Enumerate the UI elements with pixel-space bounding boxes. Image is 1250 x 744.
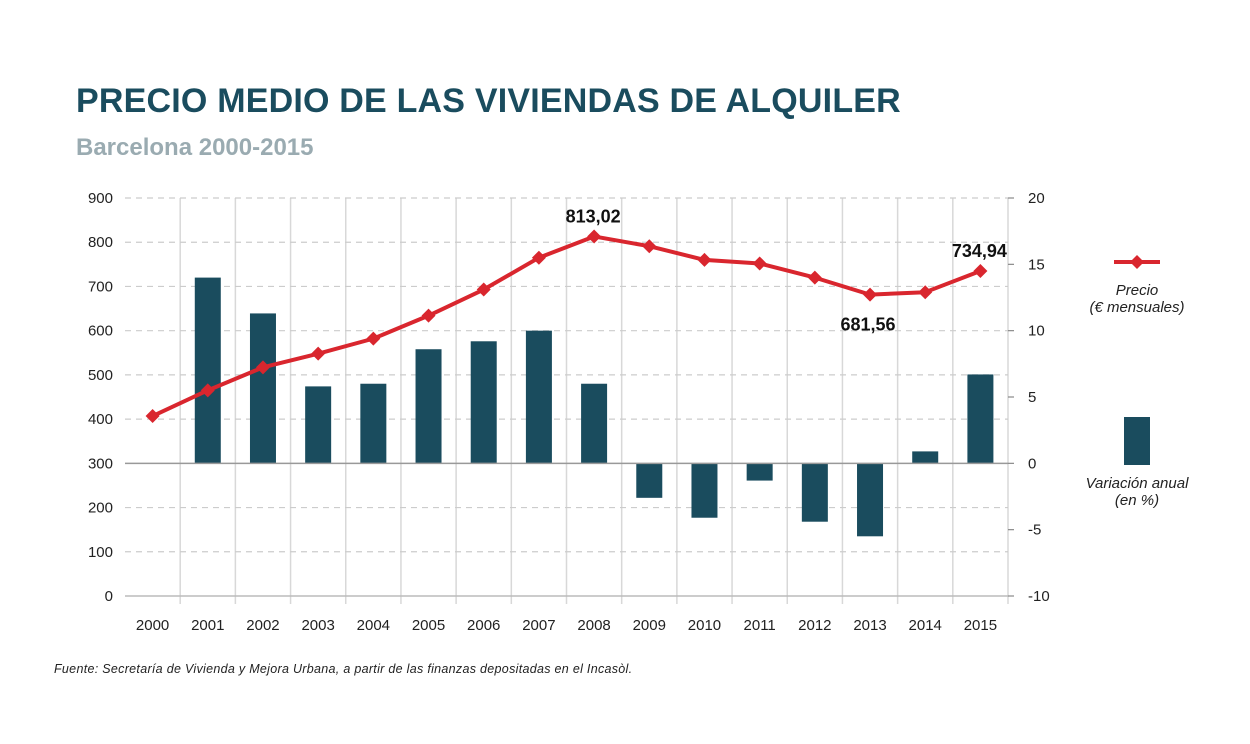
left-tick-label: 0 [105, 588, 113, 605]
right-tick-label: -5 [1028, 522, 1041, 539]
x-tick-label: 2011 [744, 617, 776, 634]
price-marker [366, 331, 381, 346]
x-tick-label: 2002 [246, 617, 279, 634]
left-tick-label: 900 [88, 190, 113, 207]
right-tick-label: 0 [1028, 455, 1036, 472]
price-marker [918, 285, 933, 300]
right-tick-label: 20 [1028, 190, 1045, 207]
x-tick-label: 2007 [522, 617, 555, 634]
x-tick-label: 2013 [853, 617, 886, 634]
data-label: 813,02 [566, 206, 621, 226]
x-tick-label: 2001 [191, 617, 224, 634]
price-line [151, 234, 982, 418]
x-tick-label: 2003 [301, 617, 334, 634]
legend-price-marker [1130, 255, 1144, 269]
left-tick-label: 700 [88, 278, 113, 295]
variation-bar [801, 463, 828, 522]
price-marker [145, 409, 160, 424]
variation-bar [194, 277, 221, 464]
x-tick-label: 2005 [412, 617, 445, 634]
left-tick-label: 200 [88, 500, 113, 517]
price-marker [531, 250, 546, 265]
price-marker [255, 360, 270, 375]
data-label: 681,56 [841, 315, 896, 335]
left-tick-label: 400 [88, 411, 113, 428]
chart-subtitle: Barcelona 2000-2015 [76, 134, 314, 161]
variation-bar [525, 330, 552, 464]
price-marker [697, 252, 712, 267]
x-tick-label: 2015 [964, 617, 997, 634]
variation-bar [470, 341, 497, 464]
variation-bar [912, 451, 939, 464]
chart-title: PRECIO MEDIO DE LAS VIVIENDAS DE ALQUILE… [76, 82, 901, 120]
variation-bar [581, 383, 608, 464]
left-tick-label: 500 [88, 367, 113, 384]
source-note: Fuente: Secretaría de Vivienda y Mejora … [54, 662, 633, 676]
data-label: 734,94 [952, 241, 1007, 261]
price-marker [752, 256, 767, 271]
variation-bar [249, 313, 276, 464]
variation-bar [746, 463, 773, 481]
legend-price-label: Precio (€ mensuales) [1062, 282, 1212, 316]
variation-bar [415, 349, 442, 464]
price-marker [200, 383, 215, 398]
x-tick-label: 2006 [467, 617, 500, 634]
variation-bar [967, 374, 994, 464]
x-tick-label: 2000 [136, 617, 169, 634]
legend-variation-line1: Variación anual [1085, 475, 1189, 492]
price-marker [587, 229, 602, 244]
legend-price-line2: (€ mensuales) [1089, 299, 1185, 316]
legend-variation-line2: (en %) [1114, 492, 1160, 509]
variation-bar [305, 386, 332, 464]
x-tick-label: 2010 [688, 617, 721, 634]
legend-variation-label: Variación anual (en %) [1062, 475, 1212, 509]
right-tick-label: 15 [1028, 256, 1045, 273]
x-tick-label: 2009 [633, 617, 666, 634]
price-marker [973, 263, 988, 278]
variation-bar [857, 463, 884, 537]
legend-price-line1: Precio [1115, 282, 1159, 299]
variation-bar [691, 463, 718, 518]
price-marker [311, 346, 326, 361]
x-tick-label: 2008 [577, 617, 610, 634]
legend-variation-bar [1124, 417, 1150, 465]
variation-bar [360, 383, 387, 464]
x-tick-label: 2012 [798, 617, 831, 634]
right-tick-label: 10 [1028, 323, 1045, 340]
right-tick-label: -10 [1028, 588, 1050, 605]
price-marker [863, 287, 878, 302]
left-tick-label: 800 [88, 234, 113, 251]
left-tick-label: 100 [88, 544, 113, 561]
x-tick-label: 2014 [909, 617, 942, 634]
left-tick-label: 600 [88, 323, 113, 340]
price-marker [807, 270, 822, 285]
price-marker [421, 308, 436, 323]
x-tick-label: 2004 [357, 617, 390, 634]
price-marker [476, 282, 491, 297]
variation-bar [636, 463, 663, 498]
price-marker [642, 239, 657, 254]
chart: 0 100 200 300 400 500 600 700 800 900 -10 -5 0 5 10 15 2… [88, 190, 1160, 634]
right-tick-label: 5 [1028, 389, 1036, 406]
left-tick-label: 300 [88, 455, 113, 472]
